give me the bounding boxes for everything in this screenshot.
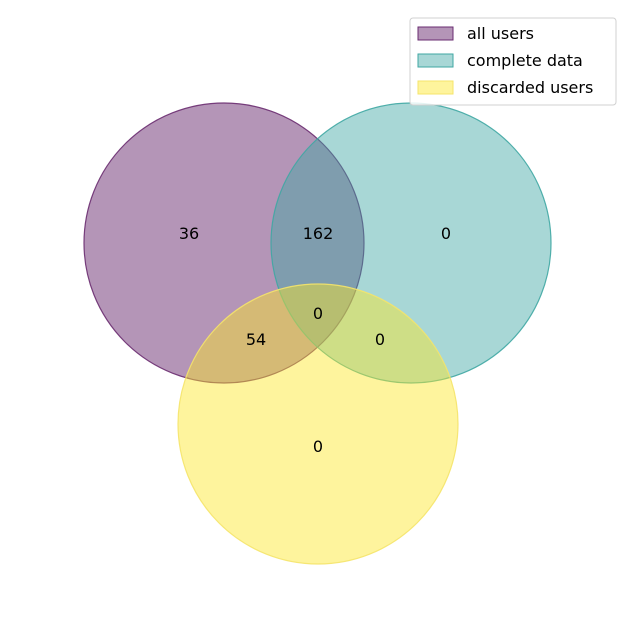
legend-swatch-all-users xyxy=(417,26,454,41)
set-circle-discarded-users xyxy=(177,283,459,565)
region-count-complete-data-and-discarded-users: 0 xyxy=(375,330,385,349)
region-count-only-all-users: 36 xyxy=(179,224,199,243)
region-count-only-discarded-users: 0 xyxy=(313,437,323,456)
legend: all users complete data discarded users xyxy=(409,17,617,106)
region-count-all-users-and-complete-data: 162 xyxy=(303,224,334,243)
region-count-all-three: 0 xyxy=(313,304,323,323)
legend-label-complete-data: complete data xyxy=(467,51,583,70)
region-count-only-complete-data: 0 xyxy=(441,224,451,243)
legend-label-all-users: all users xyxy=(467,24,534,43)
region-count-all-users-and-discarded-users: 54 xyxy=(246,330,266,349)
set-circle-all-users xyxy=(83,102,365,384)
legend-label-discarded-users: discarded users xyxy=(467,78,593,97)
legend-swatch-complete-data xyxy=(417,53,454,68)
legend-swatch-discarded-users xyxy=(417,80,454,95)
legend-frame xyxy=(409,17,617,106)
